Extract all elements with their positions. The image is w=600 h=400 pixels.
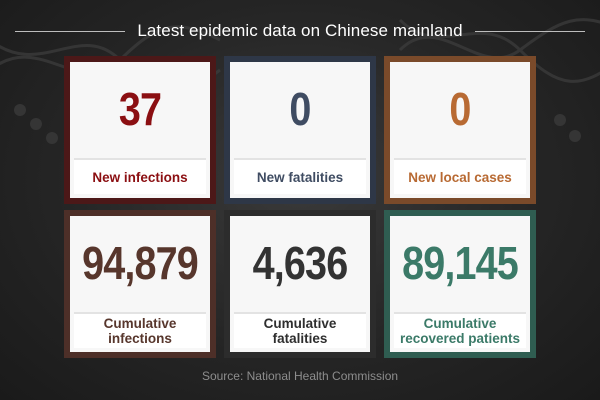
card-label: Cumulative infections <box>74 312 206 348</box>
card-new-fatalities: 0 New fatalities <box>224 56 376 204</box>
card-label: New fatalities <box>234 158 366 194</box>
card-body: 0 New fatalities <box>230 62 370 198</box>
card-label-line2: recovered patients <box>399 331 521 346</box>
card-label-line2: fatalities <box>272 331 328 346</box>
card-body: 4,636 Cumulative fatalities <box>230 216 370 352</box>
card-label: New local cases <box>394 158 526 194</box>
card-label-line1: Cumulative <box>423 316 497 331</box>
card-label: Cumulative fatalities <box>234 312 366 348</box>
card-cumulative-infections: 94,879 Cumulative infections <box>64 210 216 358</box>
card-cumulative-recovered: 89,145 Cumulative recovered patients <box>384 210 536 358</box>
card-body: 89,145 Cumulative recovered patients <box>390 216 530 352</box>
header: Latest epidemic data on Chinese mainland <box>0 16 600 46</box>
card-body: 37 New infections <box>70 62 210 198</box>
source-note: Source: National Health Commission <box>201 369 399 383</box>
card-value: 0 <box>449 83 471 135</box>
card-new-infections: 37 New infections <box>64 56 216 204</box>
header-rule-left <box>15 30 126 32</box>
card-body: 94,879 Cumulative infections <box>70 216 210 352</box>
card-label-line1: Cumulative <box>103 316 177 331</box>
card-body: 0 New local cases <box>390 62 530 198</box>
card-value: 89,145 <box>402 237 519 289</box>
card-label-line1: Cumulative <box>263 316 337 331</box>
page-title: Latest epidemic data on Chinese mainland <box>137 21 463 40</box>
card-cumulative-fatalities: 4,636 Cumulative fatalities <box>224 210 376 358</box>
card-label: Cumulative recovered patients <box>394 312 526 348</box>
card-value: 0 <box>289 83 311 135</box>
card-label: New infections <box>74 158 206 194</box>
card-new-local-cases: 0 New local cases <box>384 56 536 204</box>
header-rule-right <box>474 30 585 32</box>
card-label-line2: infections <box>108 331 172 346</box>
card-value: 94,879 <box>82 237 199 289</box>
card-value: 37 <box>118 83 162 135</box>
card-value: 4,636 <box>252 237 349 289</box>
